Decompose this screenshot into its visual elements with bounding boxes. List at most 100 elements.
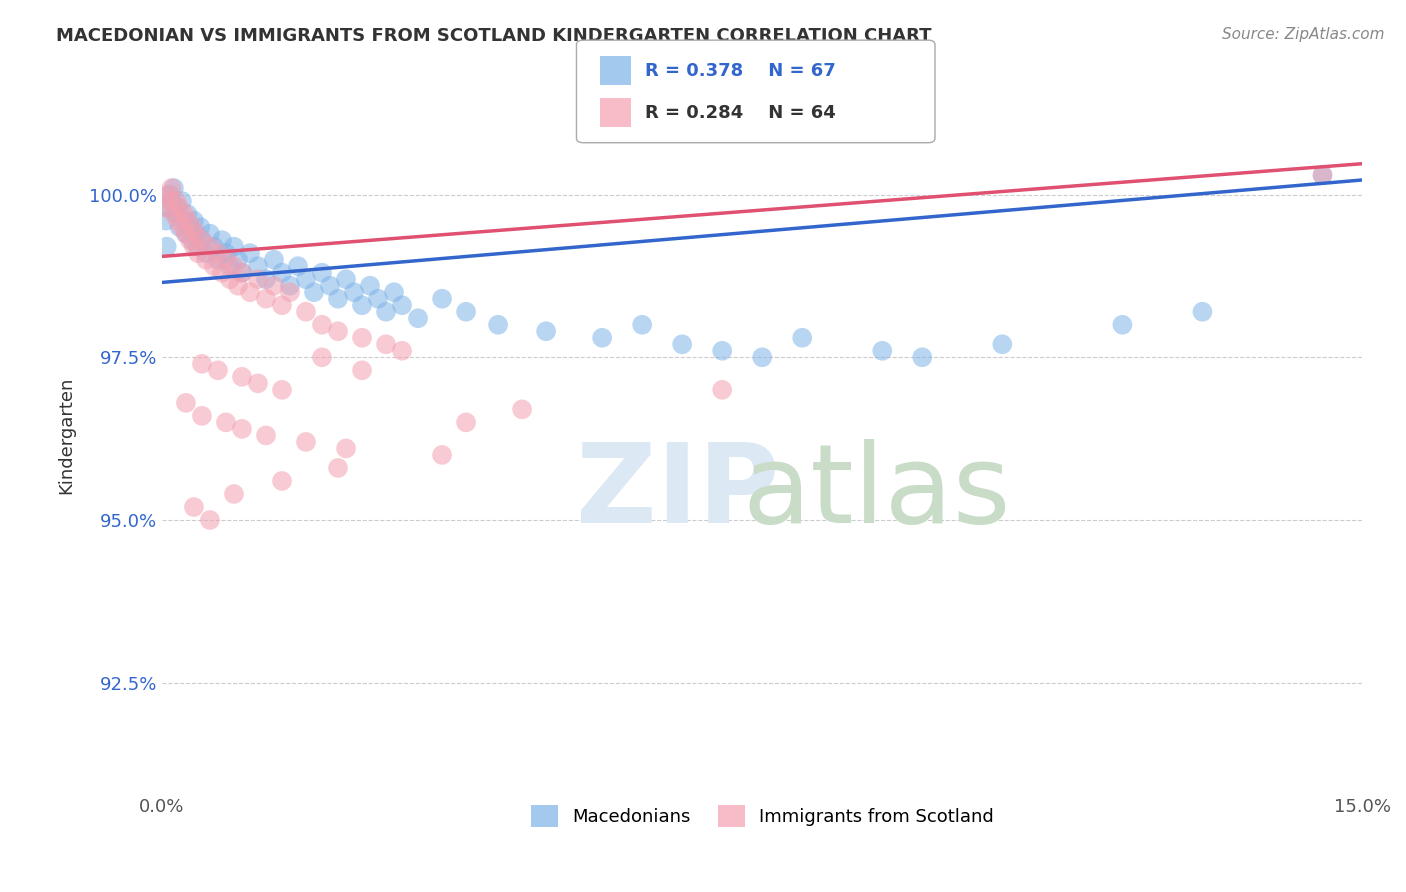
- Point: [271, 298, 294, 312]
- Point: [382, 285, 405, 300]
- Point: [181, 233, 204, 247]
- Point: [222, 487, 245, 501]
- Point: [350, 298, 373, 312]
- Point: [222, 259, 245, 273]
- Point: [215, 416, 238, 430]
- Point: [486, 318, 509, 332]
- Legend: Macedonians, Immigrants from Scotland: Macedonians, Immigrants from Scotland: [523, 798, 1001, 834]
- Point: [278, 278, 301, 293]
- Point: [198, 227, 221, 241]
- Point: [239, 285, 262, 300]
- Point: [191, 233, 214, 247]
- Point: [159, 194, 181, 208]
- Point: [319, 278, 342, 293]
- Point: [231, 266, 253, 280]
- Point: [215, 252, 238, 267]
- Point: [591, 331, 613, 345]
- Point: [311, 318, 333, 332]
- Point: [174, 396, 197, 410]
- Point: [155, 201, 177, 215]
- Text: R = 0.284    N = 64: R = 0.284 N = 64: [645, 103, 837, 121]
- Point: [1191, 304, 1213, 318]
- Point: [239, 246, 262, 260]
- Point: [202, 240, 225, 254]
- Point: [510, 402, 533, 417]
- Point: [375, 304, 398, 318]
- Point: [302, 285, 325, 300]
- Point: [156, 240, 179, 254]
- Point: [163, 181, 186, 195]
- Point: [263, 278, 285, 293]
- Point: [183, 213, 205, 227]
- Point: [271, 266, 294, 280]
- Point: [263, 252, 285, 267]
- Point: [169, 201, 191, 215]
- Point: [173, 207, 195, 221]
- Point: [183, 500, 205, 514]
- Point: [350, 363, 373, 377]
- Point: [160, 181, 183, 195]
- Point: [191, 409, 214, 423]
- Point: [157, 201, 180, 215]
- Point: [343, 285, 366, 300]
- Point: [430, 448, 453, 462]
- Point: [454, 304, 477, 318]
- Point: [207, 246, 229, 260]
- Point: [226, 252, 249, 267]
- Point: [295, 304, 318, 318]
- Point: [222, 240, 245, 254]
- Point: [184, 227, 207, 241]
- Point: [181, 220, 204, 235]
- Point: [406, 311, 429, 326]
- Point: [271, 383, 294, 397]
- Point: [375, 337, 398, 351]
- Point: [165, 207, 187, 221]
- Point: [254, 272, 277, 286]
- Point: [254, 428, 277, 442]
- Point: [295, 272, 318, 286]
- Point: [335, 272, 357, 286]
- Text: R = 0.378    N = 67: R = 0.378 N = 67: [645, 62, 837, 79]
- Point: [219, 259, 242, 273]
- Point: [872, 343, 894, 358]
- Point: [176, 207, 198, 221]
- Point: [219, 272, 242, 286]
- Point: [191, 233, 214, 247]
- Point: [391, 298, 413, 312]
- Point: [194, 246, 217, 260]
- Point: [311, 351, 333, 365]
- Point: [184, 227, 207, 241]
- Point: [326, 292, 349, 306]
- Y-axis label: Kindergarten: Kindergarten: [58, 376, 75, 494]
- Point: [751, 351, 773, 365]
- Point: [367, 292, 389, 306]
- Text: MACEDONIAN VS IMMIGRANTS FROM SCOTLAND KINDERGARTEN CORRELATION CHART: MACEDONIAN VS IMMIGRANTS FROM SCOTLAND K…: [56, 27, 932, 45]
- Point: [430, 292, 453, 306]
- Point: [326, 324, 349, 338]
- Point: [211, 266, 233, 280]
- Point: [179, 220, 201, 235]
- Point: [170, 220, 193, 235]
- Point: [326, 461, 349, 475]
- Point: [335, 442, 357, 456]
- Point: [183, 240, 205, 254]
- Text: ZIP: ZIP: [576, 439, 780, 546]
- Point: [187, 246, 209, 260]
- Point: [271, 474, 294, 488]
- Point: [174, 227, 197, 241]
- Point: [454, 416, 477, 430]
- Point: [631, 318, 654, 332]
- Point: [278, 285, 301, 300]
- Point: [198, 240, 221, 254]
- Point: [167, 201, 190, 215]
- Point: [1312, 168, 1334, 182]
- Point: [391, 343, 413, 358]
- Point: [350, 331, 373, 345]
- Point: [246, 272, 269, 286]
- Point: [179, 233, 201, 247]
- Point: [711, 343, 734, 358]
- Point: [231, 266, 253, 280]
- Point: [173, 213, 195, 227]
- Point: [155, 213, 177, 227]
- Point: [311, 266, 333, 280]
